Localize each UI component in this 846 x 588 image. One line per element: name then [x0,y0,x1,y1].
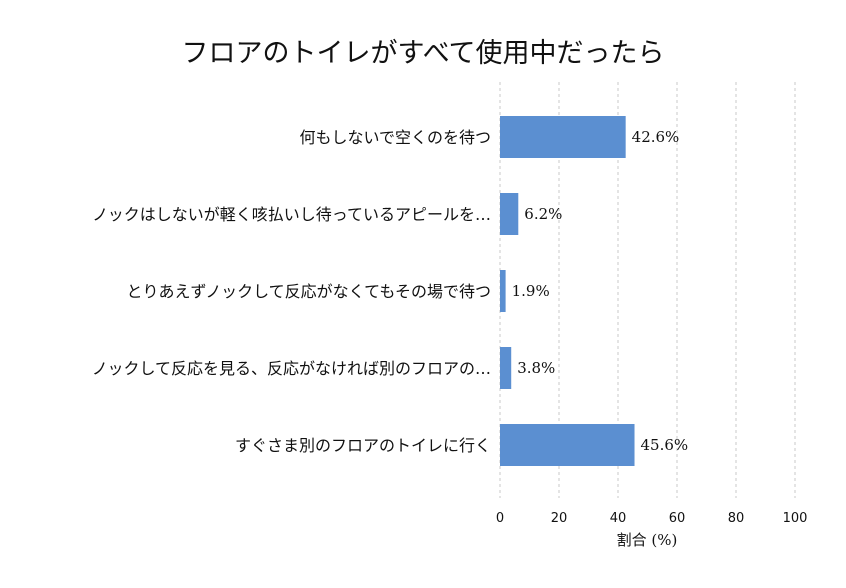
category-label: 何もしないで空くのを待つ [299,128,491,147]
category-label: すぐさま別のフロアのトイレに行く [235,436,491,455]
category-label: とりあえずノックして反応がなくてもその場で待つ [127,282,491,301]
x-axis-title: 割合 (%) [617,531,678,549]
x-tick-label: 0 [496,511,504,526]
x-tick-label: 40 [610,511,627,526]
data-label: 45.6% [641,436,689,454]
category-label: ノックはしないが軽く咳払いし待っているアピールを… [92,205,491,224]
data-label: 1.9% [512,282,550,300]
x-tick-labels: 0 20 40 60 80 100 [496,511,808,526]
x-tick-label: 60 [669,511,686,526]
data-label: 42.6% [632,128,680,146]
x-tick-label: 20 [551,511,568,526]
x-tick-label: 80 [728,511,745,526]
chart-title: フロアのトイレがすべて使用中だったら [181,38,664,69]
bar [500,116,626,158]
bars [500,116,635,466]
bar [500,270,506,312]
bar [500,424,635,466]
data-label: 3.8% [517,359,555,377]
x-tick-label: 100 [783,511,808,526]
data-label: 6.2% [524,205,562,223]
data-labels: 42.6% 6.2% 1.9% 3.8% 45.6% [512,128,689,454]
category-label: ノックして反応を見る、反応がなければ別のフロアの… [92,359,491,378]
bar [500,193,519,235]
bar [500,347,512,389]
